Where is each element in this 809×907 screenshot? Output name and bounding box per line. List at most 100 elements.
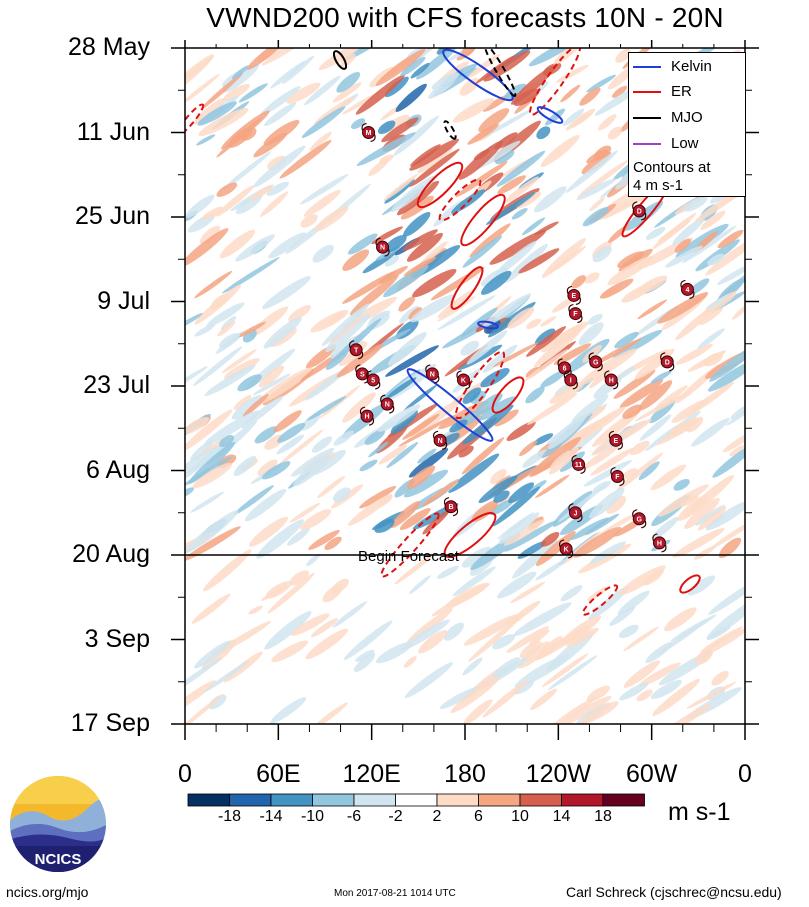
anomaly-cell xyxy=(461,48,477,56)
storm-marker: H xyxy=(652,533,667,553)
anomaly-cell xyxy=(561,696,612,724)
anomaly-cell xyxy=(452,566,496,597)
anomaly-cell xyxy=(521,217,546,236)
storm-marker-letter: D xyxy=(637,208,642,215)
anomaly-cell xyxy=(599,511,641,535)
anomaly-cell xyxy=(185,313,203,329)
anomaly-cell xyxy=(672,528,725,558)
anomaly-cell xyxy=(412,268,457,298)
anomaly-cell xyxy=(684,497,720,529)
anomaly-cell xyxy=(266,181,289,196)
anomaly-cell xyxy=(618,624,639,639)
anomaly-cell xyxy=(332,82,362,103)
anomaly-cell xyxy=(221,151,272,191)
anomaly-cell xyxy=(374,518,395,533)
anomaly-cell xyxy=(286,82,321,104)
anomaly-cell xyxy=(202,549,252,592)
x-tick-label: 180 xyxy=(444,760,486,788)
anomaly-cell xyxy=(396,180,440,216)
storm-marker-letter: H xyxy=(609,377,614,384)
anomaly-cell xyxy=(496,150,546,187)
anomaly-cell xyxy=(675,306,715,341)
anomaly-cell xyxy=(607,126,622,140)
anomaly-cell xyxy=(406,232,443,262)
er-contour xyxy=(416,161,464,209)
anomaly-cell xyxy=(381,117,419,143)
anomaly-cell xyxy=(458,445,474,458)
legend-er-label: ER xyxy=(671,83,692,100)
anomaly-cell xyxy=(624,200,664,231)
anomaly-cell xyxy=(668,417,699,437)
footer-credit: Carl Schreck (cjschrec@ncsu.edu) xyxy=(566,884,782,900)
anomaly-cell xyxy=(248,605,263,615)
anomaly-cell xyxy=(278,429,324,466)
anomaly-cell xyxy=(649,399,676,424)
anomaly-cell xyxy=(341,270,397,304)
anomaly-cell xyxy=(467,53,501,78)
anomaly-cell xyxy=(448,453,500,493)
anomaly-cell xyxy=(467,123,499,145)
colorbar-tick-label: 14 xyxy=(552,808,571,825)
footer-url: ncics.org/mjo xyxy=(6,884,89,900)
anomaly-cell xyxy=(387,331,427,366)
anomaly-cell xyxy=(547,655,598,691)
anomaly-cell xyxy=(483,319,501,334)
anomaly-cell xyxy=(677,495,709,521)
anomaly-cell xyxy=(709,342,745,382)
anomaly-cell xyxy=(599,278,634,299)
colorbar-tick-label: -10 xyxy=(300,808,325,825)
anomaly-cell xyxy=(504,243,549,283)
anomaly-cell xyxy=(384,76,409,98)
anomaly-cell xyxy=(421,478,460,507)
anomaly-cell xyxy=(482,679,529,718)
anomaly-cell xyxy=(589,197,605,212)
anomaly-cell xyxy=(188,441,236,485)
anomaly-cell xyxy=(534,474,570,499)
anomaly-cell xyxy=(590,541,626,564)
anomaly-cell xyxy=(288,305,311,322)
legend-mjo-label: MJO xyxy=(671,109,703,126)
anomaly-cell xyxy=(478,108,510,133)
anomaly-cell xyxy=(617,590,650,615)
er-contour xyxy=(185,103,205,137)
colorbar-tick-label: -14 xyxy=(259,808,283,825)
storm-marker: F xyxy=(610,466,625,487)
anomaly-cell xyxy=(265,581,292,599)
anomaly-cell xyxy=(722,432,745,453)
anomaly-cell xyxy=(537,636,563,659)
contour-note: Contours at 4 m s-1 xyxy=(633,159,711,195)
storm-marker-letter: N xyxy=(380,245,385,252)
anomaly-cell xyxy=(613,418,652,443)
anomaly-cell xyxy=(231,65,249,80)
anomaly-cell xyxy=(248,306,289,338)
anomaly-cell xyxy=(252,373,291,396)
storm-marker: 4 xyxy=(680,279,695,300)
anomaly-cell xyxy=(192,346,243,387)
mjo-contour xyxy=(332,50,348,70)
anomaly-cell xyxy=(629,440,650,456)
storm-marker-letter: G xyxy=(636,516,642,523)
anomaly-cell xyxy=(309,131,332,151)
anomaly-cell xyxy=(613,369,656,399)
anomaly-cell xyxy=(185,194,215,218)
anomaly-cell xyxy=(705,500,745,531)
anomaly-cell xyxy=(235,234,276,262)
colorbar-tick-label: -2 xyxy=(388,808,403,825)
storm-marker: T xyxy=(349,340,364,360)
anomaly-cell xyxy=(525,367,540,378)
anomaly-cell xyxy=(282,55,315,85)
storm-marker: G xyxy=(632,509,647,529)
storm-marker-letter: B xyxy=(448,504,453,511)
anomaly-cell xyxy=(639,414,672,441)
y-tick-label: 17 Sep xyxy=(70,709,150,737)
anomaly-cell xyxy=(264,611,312,650)
anomaly-cell xyxy=(731,301,745,320)
legend: Kelvin ER MJO Low Contours at 4 m s-1 xyxy=(628,52,746,197)
anomaly-cell xyxy=(450,676,500,714)
anomaly-cell xyxy=(664,607,697,632)
anomaly-cell xyxy=(495,150,515,165)
y-tick-label: 3 Sep xyxy=(84,624,150,653)
anomaly-cell xyxy=(460,340,479,356)
anomaly-cell xyxy=(622,404,643,419)
anomaly-cell xyxy=(198,107,249,137)
